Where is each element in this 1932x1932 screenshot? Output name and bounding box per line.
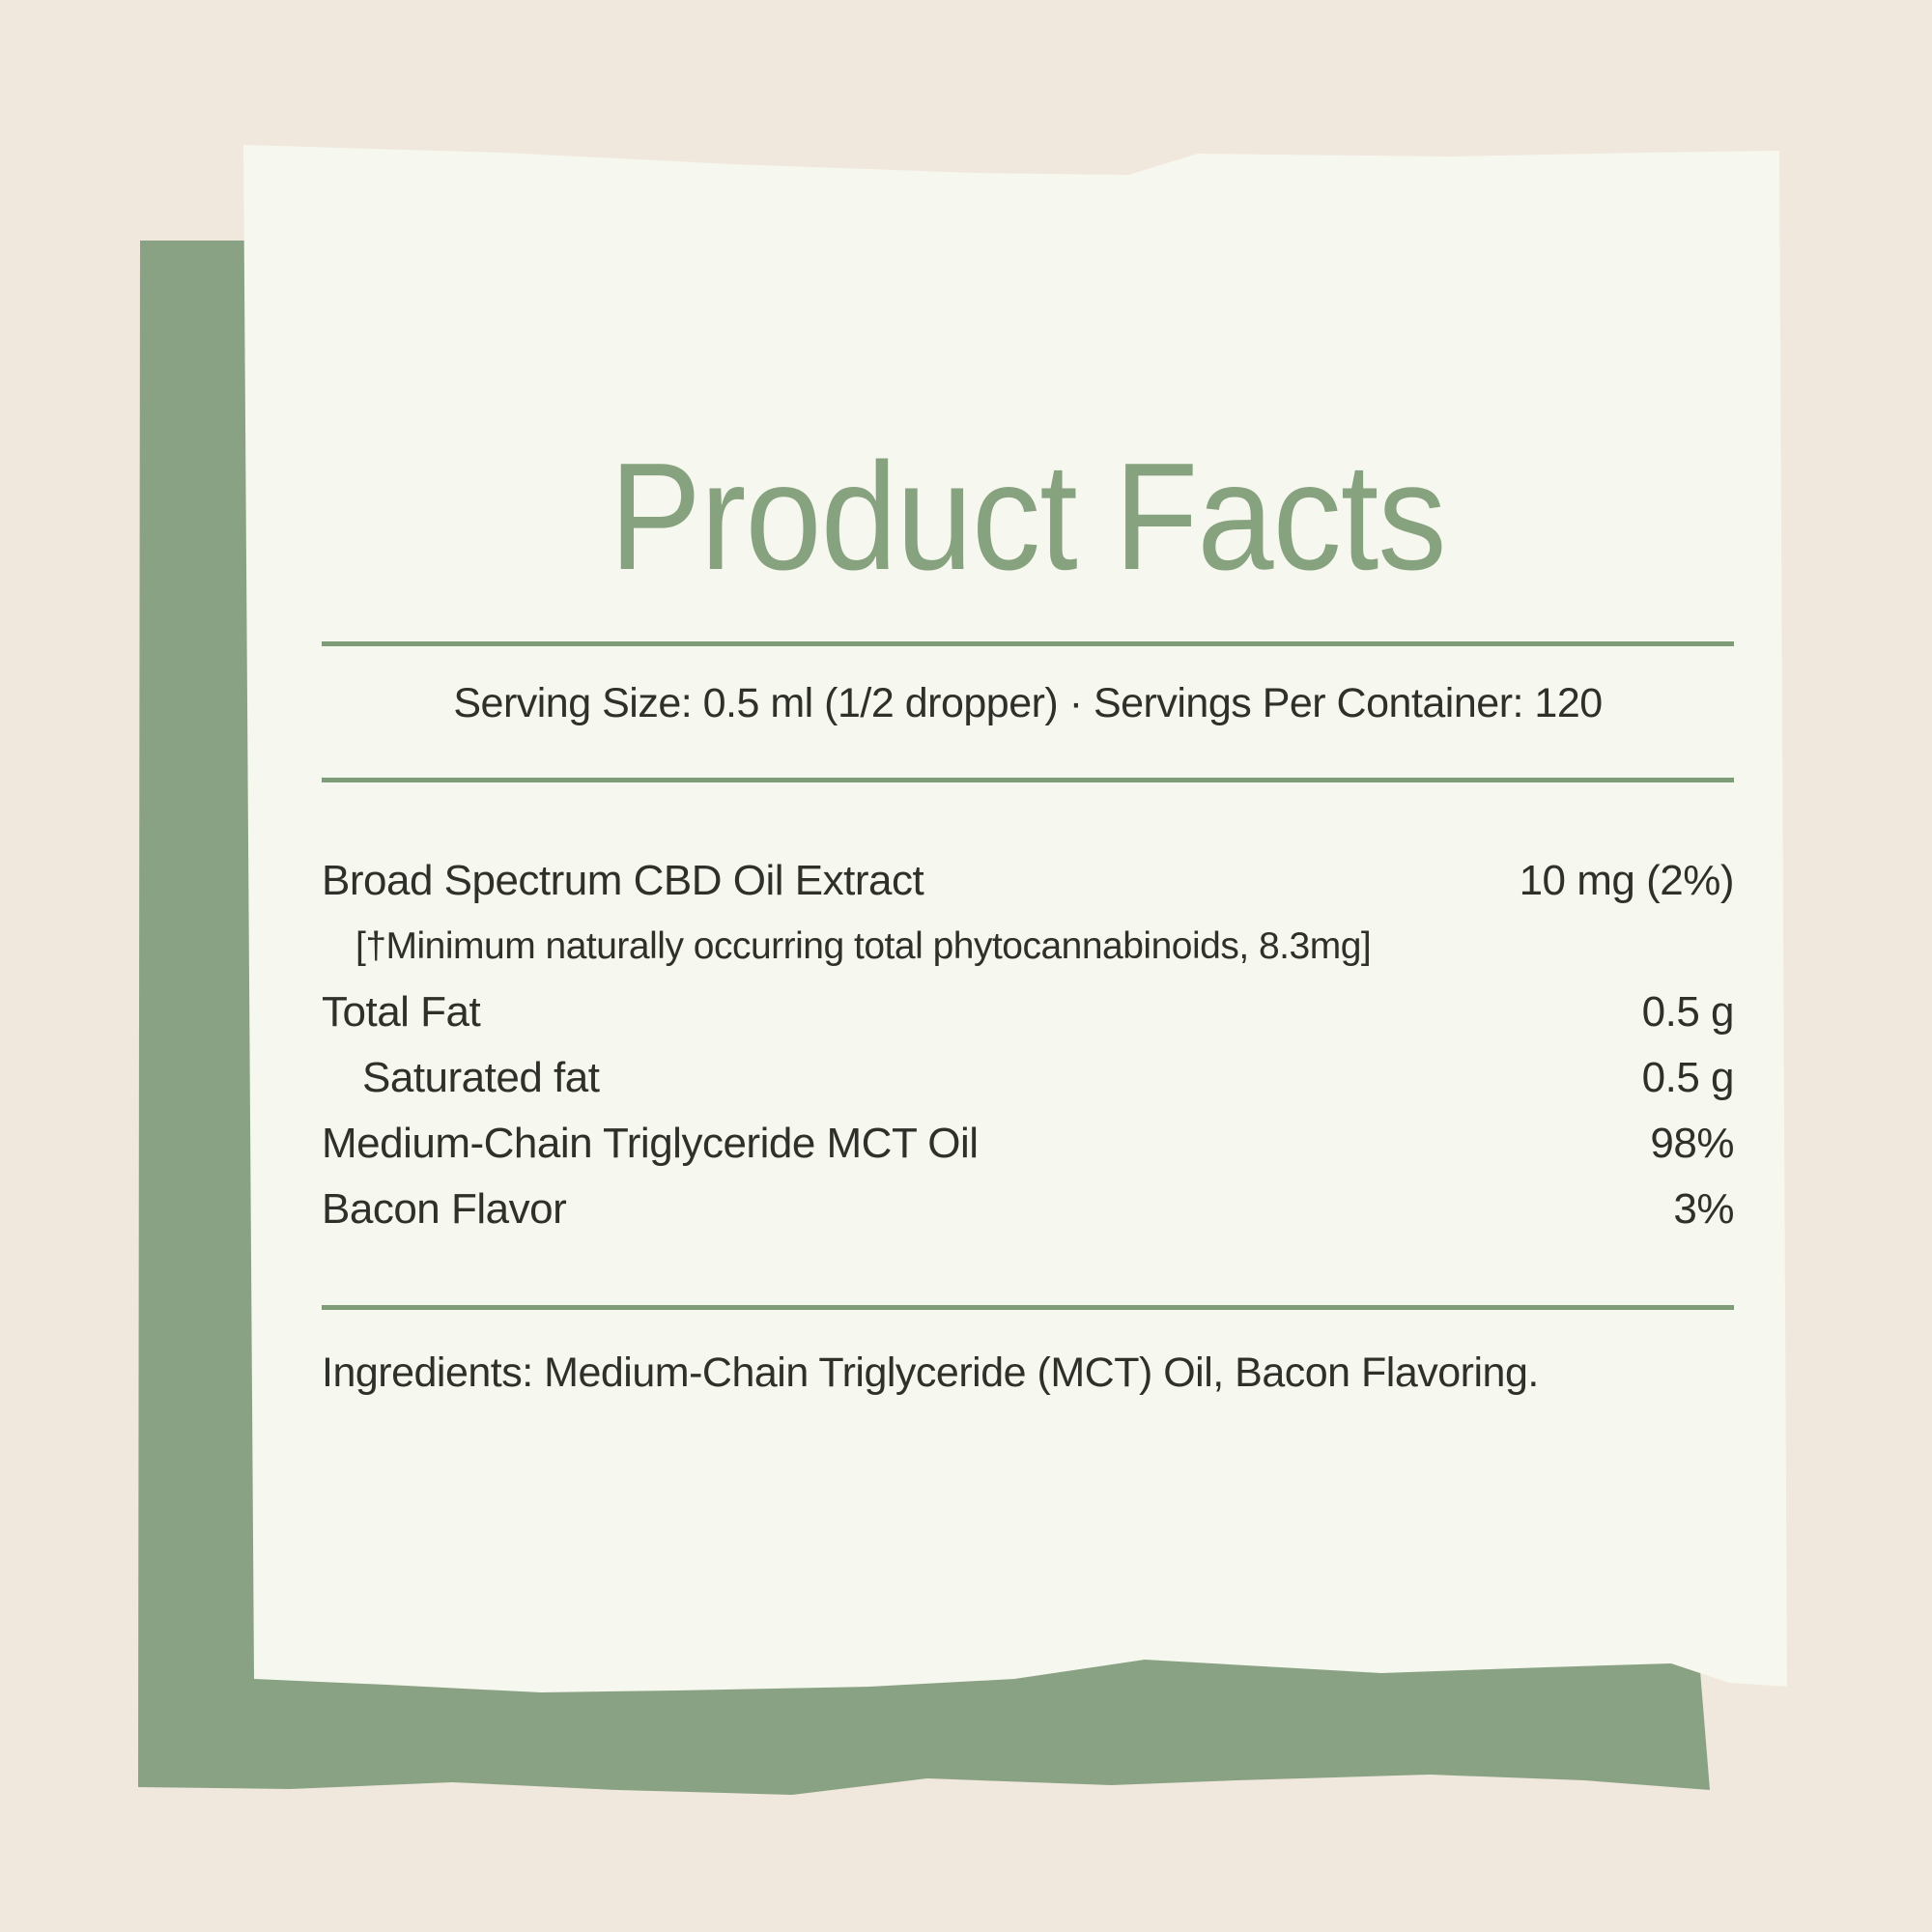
divider-rule-bottom [322,1305,1734,1310]
fact-name: Saturated fat [362,1054,600,1101]
footnote-text: [†Minimum naturally occurring total phyt… [355,925,1372,967]
fact-amount: 3% [1673,1185,1734,1233]
fact-amount: 0.5 g [1641,988,1735,1036]
divider-rule-middle [322,778,1734,782]
fact-row-mct-oil: Medium-Chain Triglyceride MCT Oil 98% [322,1111,1734,1177]
serving-info-line: Serving Size: 0.5 ml (1/2 dropper) · Ser… [453,680,1603,726]
fact-name: Total Fat [322,988,481,1036]
fact-row-saturated-fat: Saturated fat 0.5 g [322,1045,1735,1111]
fact-row-total-fat: Total Fat 0.5 g [322,980,1735,1045]
fact-amount: 10 mg (2%) [1519,857,1735,904]
facts-table: Broad Spectrum CBD Oil Extract 10 mg (2%… [322,848,1735,1242]
fact-row-phytocannabinoid-footnote: [†Minimum naturally occurring total phyt… [322,914,1734,980]
label-content: Product Facts Serving Size: 0.5 ml (1/2 … [322,425,1735,1406]
ingredients-line: Ingredients: Medium-Chain Triglyceride (… [322,1350,1539,1396]
fact-name: Bacon Flavor [322,1185,567,1233]
fact-name: Medium-Chain Triglyceride MCT Oil [322,1120,979,1167]
page-title-wrap: Product Facts [322,425,1734,609]
page-title: Product Facts [610,431,1446,602]
fact-name: Broad Spectrum CBD Oil Extract [322,857,924,904]
divider-rule-top [322,641,1734,646]
fact-amount: 0.5 g [1641,1054,1735,1101]
fact-row-bacon-flavor: Bacon Flavor 3% [322,1177,1734,1242]
fact-amount: 98% [1650,1120,1734,1167]
fact-row-cbd-extract: Broad Spectrum CBD Oil Extract 10 mg (2%… [322,848,1735,914]
